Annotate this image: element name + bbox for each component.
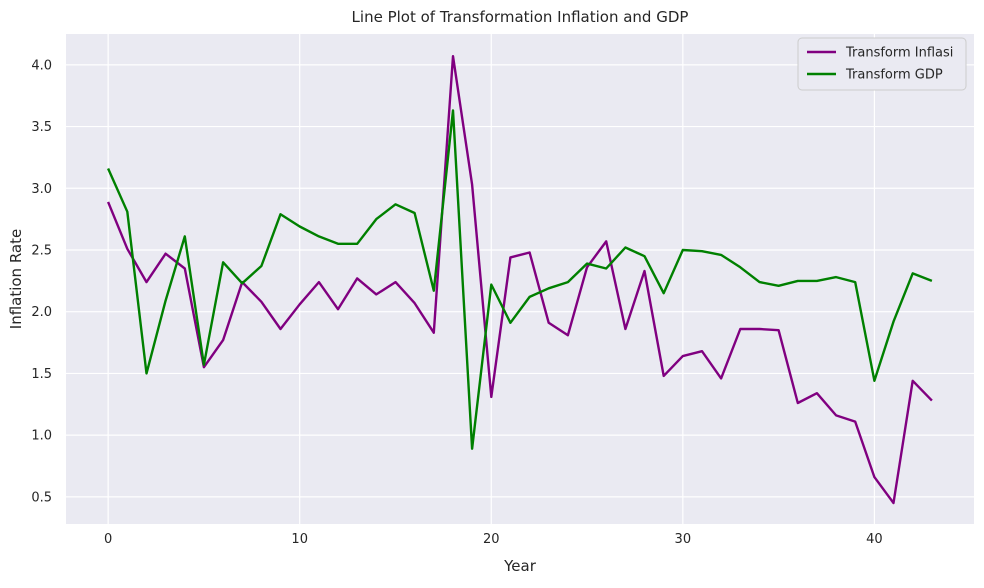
series-line-transform-gdp (107, 109, 933, 450)
legend-label: Transform Inflasi (845, 46, 953, 61)
series-layer (106, 55, 933, 505)
y-axis-label: Inflation Rate (7, 229, 25, 329)
legend-label: Transform GDP (845, 68, 943, 83)
plot-background (66, 34, 974, 524)
legend-box (797, 37, 967, 91)
y-tick-label: 1.0 (31, 429, 52, 444)
series-line-transform-inflasi (106, 55, 933, 505)
x-tick-label: 40 (866, 532, 883, 547)
y-tick-label: 4.0 (31, 58, 52, 73)
y-tick-label: 3.0 (31, 182, 52, 197)
legend: Transform Inflasi Transform GDP (797, 37, 967, 91)
y-tick-label: 0.5 (31, 490, 52, 505)
x-axis-label: Year (503, 557, 537, 575)
x-tick-label: 10 (291, 532, 308, 547)
x-tick-label: 0 (104, 532, 112, 547)
x-tick-label: 30 (675, 532, 692, 547)
tick-labels: 0 10 20 30 40 0.5 1.0 1.5 2.0 2.5 3.0 3.5 4.0 (31, 58, 882, 547)
y-tick-label: 2.0 (31, 305, 52, 320)
y-tick-label: 2.5 (31, 243, 52, 258)
y-tick-label: 3.5 (31, 120, 52, 135)
x-tick-label: 20 (483, 532, 500, 547)
y-tick-label: 1.5 (31, 367, 52, 382)
chart-title: Line Plot of Transformation Inflation an… (352, 8, 689, 26)
